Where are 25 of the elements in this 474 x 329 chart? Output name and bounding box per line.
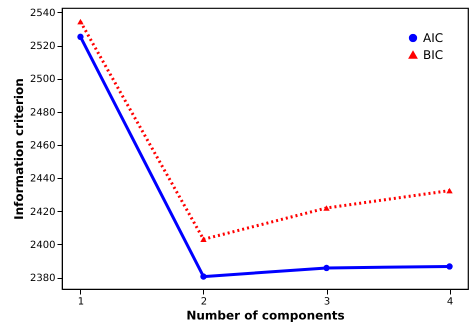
y-tick-label: 2520 xyxy=(30,41,56,52)
point xyxy=(446,188,453,194)
x-tick-label: 3 xyxy=(324,296,330,308)
y-tick-label: 2400 xyxy=(30,240,56,251)
y-tick-label: 2480 xyxy=(30,107,56,118)
point xyxy=(323,205,330,211)
y-tick-label: 2440 xyxy=(30,174,56,185)
y-axis-title: Information criterion xyxy=(12,78,26,220)
point xyxy=(446,263,453,270)
x-tick-label: 1 xyxy=(78,296,84,308)
y-tick-label: 2420 xyxy=(30,206,56,218)
x-axis-title: Number of components xyxy=(186,308,345,322)
point xyxy=(200,273,207,280)
legend-label: BIC xyxy=(423,48,444,62)
y-tick-label: 2380 xyxy=(30,273,56,284)
point xyxy=(77,18,84,24)
point xyxy=(200,236,207,242)
point xyxy=(323,264,330,272)
legend-label: AIC xyxy=(423,31,444,45)
point xyxy=(77,34,84,40)
y-tick-label: 2460 xyxy=(30,140,56,152)
y-tick-label: 2540 xyxy=(30,8,56,19)
y-tick-label: 2500 xyxy=(30,74,56,86)
x-tick-label: 2 xyxy=(200,296,208,308)
x-tick-label: 4 xyxy=(446,296,454,308)
